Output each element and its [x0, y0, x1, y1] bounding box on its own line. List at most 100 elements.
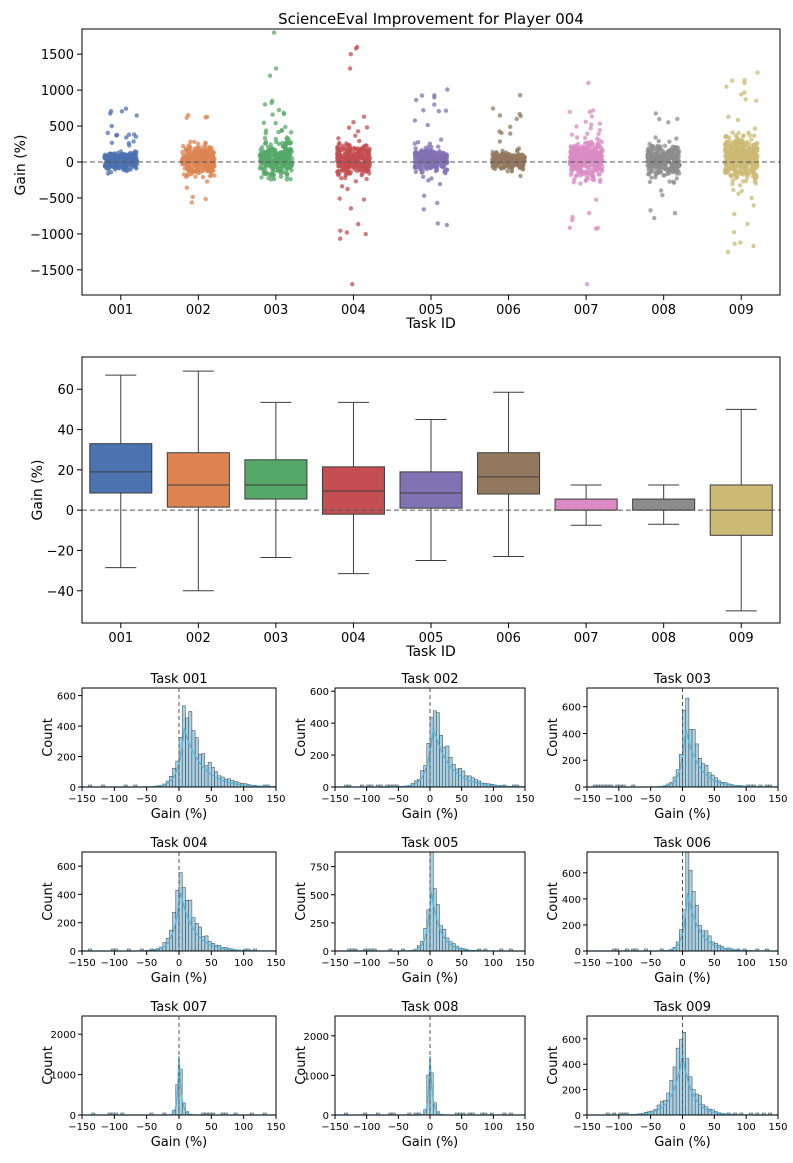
- strip-point: [416, 140, 421, 145]
- strip-point: [574, 149, 579, 154]
- strip-point: [336, 171, 342, 177]
- histogram-bar: [685, 1058, 690, 1116]
- strip-ytick-label: 1000: [41, 84, 74, 99]
- strip-point: [188, 139, 193, 144]
- strip-point: [108, 109, 114, 114]
- strip-point: [367, 146, 372, 152]
- strip-point: [209, 146, 214, 151]
- strip-point: [203, 140, 208, 145]
- strip-point: [263, 156, 269, 161]
- strip-point: [499, 166, 504, 171]
- strip-point: [749, 137, 754, 142]
- histogram-panel: Task 002 0 200 400 600 −150 −100 −50 0 50 100 150 Ga…: [294, 672, 535, 822]
- strip-point: [675, 116, 680, 122]
- strip-point: [578, 181, 583, 186]
- strip-point: [650, 148, 655, 153]
- histogram-xtick-label: 150: [515, 794, 534, 805]
- histogram-xtick-label: −100: [353, 1122, 380, 1133]
- strip-point: [508, 124, 513, 129]
- histogram-xlabel: Gain (%): [402, 971, 459, 986]
- strip-point: [726, 114, 731, 120]
- strip-point: [658, 155, 663, 160]
- histogram-ytick-label: 0: [575, 1111, 581, 1122]
- strip-point: [129, 165, 134, 170]
- strip-point: [663, 162, 668, 167]
- strip-point: [742, 169, 747, 174]
- strip-point: [444, 167, 449, 173]
- strip-point: [507, 161, 513, 167]
- strip-point: [573, 174, 579, 179]
- histogram-xtick-label: 100: [484, 1122, 503, 1133]
- strip-point: [653, 170, 659, 176]
- strip-point: [514, 116, 519, 122]
- strip-point: [755, 146, 760, 151]
- histogram-ytick-label: 0: [323, 1111, 329, 1122]
- box-iqr-004: [321, 466, 385, 515]
- histogram-ytick-label: 200: [57, 753, 76, 764]
- strip-point: [594, 152, 599, 157]
- strip-point: [421, 207, 426, 212]
- strip-point: [738, 149, 743, 154]
- strip-point: [590, 108, 596, 113]
- strip-point: [578, 170, 583, 175]
- strip-point: [594, 197, 599, 202]
- strip-point: [734, 175, 739, 180]
- histogram-xtick-label: 150: [266, 794, 285, 805]
- strip-point: [336, 163, 342, 168]
- strip-point: [356, 166, 361, 172]
- strip-point: [422, 166, 427, 171]
- strip-point: [751, 203, 756, 208]
- box-ytick-label: 20: [57, 464, 74, 479]
- strip-point: [343, 171, 349, 176]
- strip-point: [267, 163, 273, 168]
- strip-point: [735, 142, 740, 147]
- strip-point: [361, 114, 367, 119]
- strip-point: [357, 138, 362, 144]
- strip-point: [727, 167, 732, 172]
- strip-point: [596, 143, 601, 148]
- histogram-xlabel: Gain (%): [402, 1135, 459, 1150]
- strip-point: [263, 128, 269, 133]
- strip-point: [589, 122, 594, 127]
- box-xtick-label: 005: [419, 631, 444, 646]
- strip-point: [340, 147, 345, 153]
- strip-point: [597, 179, 603, 184]
- strip-point: [413, 149, 419, 155]
- strip-point: [286, 151, 292, 156]
- box-ytick-label: 0: [66, 504, 74, 519]
- strip-point: [336, 136, 341, 141]
- strip-point: [732, 212, 737, 217]
- strip-point: [207, 173, 213, 179]
- strip-point: [353, 179, 359, 184]
- strip-point: [732, 164, 737, 170]
- histogram-bar: [201, 753, 206, 788]
- histogram-xtick-label: 50: [455, 958, 468, 969]
- strip-point: [412, 118, 418, 123]
- histogram-bar: [224, 778, 228, 788]
- strip-point: [357, 157, 362, 162]
- histogram-title: Task 009: [653, 1000, 711, 1015]
- strip-point: [730, 181, 735, 187]
- histogram-bar: [194, 923, 199, 952]
- strip-point: [671, 156, 677, 161]
- strip-point: [438, 153, 443, 158]
- strip-point: [590, 177, 595, 182]
- histogram-xtick-label: 150: [266, 1122, 285, 1133]
- strip-point: [588, 155, 593, 160]
- histogram-bar: [442, 746, 447, 788]
- strip-xtick-label: 002: [186, 303, 211, 318]
- histogram-ytick-label: 400: [57, 722, 76, 733]
- strip-point: [520, 167, 526, 172]
- strip-point: [752, 133, 757, 138]
- strip-point: [597, 121, 603, 126]
- strip-point: [203, 196, 208, 202]
- strip-point: [579, 147, 584, 152]
- strip-point: [336, 168, 341, 174]
- strip-point: [753, 156, 758, 162]
- strip-point: [732, 139, 737, 145]
- strip-point: [344, 230, 350, 235]
- strip-point: [737, 160, 742, 166]
- strip-point: [193, 169, 198, 174]
- strip-point: [193, 174, 198, 179]
- strip-point: [269, 100, 274, 106]
